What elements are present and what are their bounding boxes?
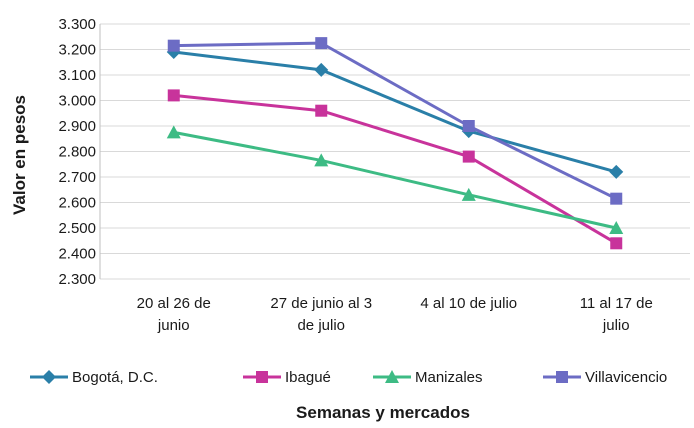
- data-point: [610, 237, 623, 250]
- x-tick-label: 11 al 17 de julio: [580, 295, 653, 334]
- legend-label: Bogotá, D.C.: [72, 369, 158, 386]
- x-tick-line: 27 de junio al 3: [270, 295, 372, 312]
- x-axis-ticks: 20 al 26 de junio 27 de junio al 3 de julio…: [137, 295, 653, 334]
- data-point: [462, 120, 475, 132]
- x-tick-line: 20 al 26 de: [137, 295, 211, 312]
- legend-item: Ibagué: [243, 369, 331, 386]
- data-point: [314, 62, 329, 77]
- y-tick-label: 2.500: [58, 220, 96, 237]
- legend-label: Ibagué: [285, 369, 331, 386]
- y-axis-title: Valor en pesos: [10, 95, 29, 215]
- y-tick-label: 3.300: [58, 16, 96, 33]
- data-point: [315, 104, 328, 117]
- legend: Bogotá, D.C. Ibagué Manizales Villavicencio: [30, 369, 667, 386]
- y-tick-label: 2.600: [58, 195, 96, 212]
- data-point: [315, 37, 328, 50]
- y-tick-label: 3.000: [58, 93, 96, 110]
- data-point: [610, 192, 623, 205]
- x-axis-title: Semanas y mercados: [296, 403, 470, 422]
- series-line: [173, 130, 617, 230]
- legend-marker: [556, 371, 568, 383]
- y-tick-label: 3.200: [58, 42, 96, 59]
- x-tick-line: de julio: [297, 317, 345, 334]
- y-tick-label: 2.800: [58, 144, 96, 161]
- series-0: [166, 45, 624, 179]
- y-axis-ticks: 2.300 2.400 2.500 2.600 2.700 2.800 2.900 3.000…: [58, 16, 96, 288]
- x-tick-line: junio: [157, 317, 190, 334]
- legend-label: Manizales: [415, 369, 483, 386]
- y-tick-label: 3.100: [58, 67, 96, 84]
- series-3: [167, 37, 623, 205]
- legend-item: Villavicencio: [543, 369, 667, 386]
- series-2: [166, 125, 624, 234]
- data-point: [462, 150, 475, 163]
- x-tick-label: 27 de junio al 3 de julio: [270, 295, 372, 334]
- x-tick-line: 11 al 17 de: [580, 295, 653, 312]
- data-point: [167, 39, 180, 52]
- x-tick-line: julio: [602, 317, 630, 334]
- legend-label: Villavicencio: [585, 369, 667, 386]
- x-tick-line: 4 al 10 de julio: [420, 295, 517, 312]
- data-point: [166, 125, 181, 139]
- y-tick-label: 2.400: [58, 246, 96, 263]
- y-tick-label: 2.300: [58, 271, 96, 288]
- legend-marker: [385, 370, 399, 383]
- legend-item: Manizales: [373, 369, 483, 386]
- y-tick-label: 2.900: [58, 118, 96, 135]
- data-point: [461, 187, 476, 201]
- x-tick-label: 20 al 26 de junio: [137, 295, 211, 334]
- y-tick-label: 2.700: [58, 169, 96, 186]
- data-point: [167, 89, 180, 102]
- data-point: [314, 153, 329, 167]
- legend-marker: [256, 371, 268, 383]
- data-point: [609, 221, 624, 234]
- data-point: [609, 164, 624, 179]
- series-line: [173, 50, 617, 174]
- series-line: [173, 93, 618, 245]
- x-tick-label: 4 al 10 de julio: [420, 295, 517, 312]
- legend-item: Bogotá, D.C.: [30, 369, 158, 386]
- legend-marker: [42, 370, 56, 384]
- series-1: [167, 89, 623, 250]
- series-line: [173, 41, 617, 201]
- series-lines: [166, 37, 624, 250]
- gridlines: [99, 23, 690, 280]
